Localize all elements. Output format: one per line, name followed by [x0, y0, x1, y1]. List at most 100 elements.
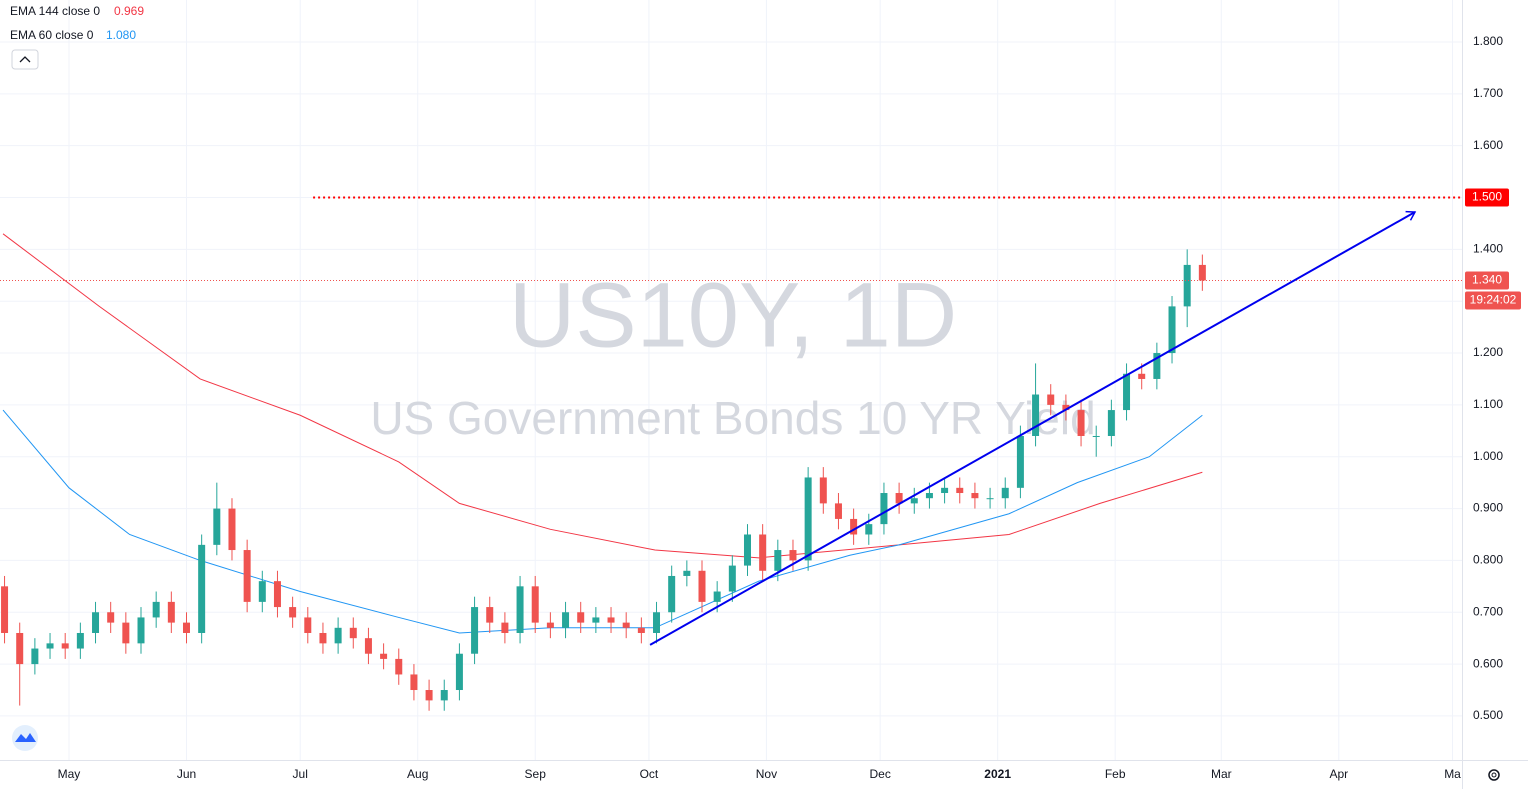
x-tick-label: Oct [640, 767, 659, 781]
gear-center [1491, 772, 1497, 778]
price-label: 1.340 [1472, 273, 1502, 287]
y-tick-label: 0.800 [1473, 553, 1503, 567]
candle-body [364, 638, 372, 654]
x-tick-label: Jun [177, 767, 196, 781]
candle-body [925, 493, 933, 499]
candle-body [713, 591, 721, 602]
candle-body [743, 534, 751, 566]
candle-body [941, 487, 949, 494]
candle-body [31, 648, 39, 665]
candle-body [1001, 487, 1009, 499]
collapse-icon [19, 56, 31, 63]
candle-body [683, 570, 691, 576]
y-tick-label: 0.900 [1473, 501, 1503, 515]
candle-body [1198, 264, 1206, 281]
candle-body [122, 622, 130, 644]
legend: EMA 144 close 0 0.969 EMA 60 close 0 1.080 [10, 4, 144, 42]
candle-body [349, 627, 357, 639]
candle-body [895, 493, 903, 504]
collapse-button[interactable] [11, 49, 39, 70]
candle-body [850, 518, 858, 535]
plot [0, 196, 1462, 711]
candle-body [319, 632, 327, 644]
trend-line [649, 210, 1417, 646]
candle-body [334, 627, 342, 644]
y-tick-label: 0.700 [1473, 604, 1503, 618]
candle-body [395, 658, 403, 675]
candle-body [410, 674, 418, 691]
candle-body [592, 617, 600, 623]
candle-body [1107, 410, 1115, 436]
candle-body [425, 690, 433, 701]
price-label-box [1465, 271, 1509, 290]
candle-body [152, 601, 160, 618]
candle-body [501, 622, 509, 633]
settings-button[interactable] [1488, 769, 1500, 781]
legend-value: 1.080 [106, 28, 136, 42]
y-tick-label: 1.400 [1473, 242, 1503, 256]
candle-body [698, 570, 706, 602]
candle-body [1123, 373, 1131, 411]
grid [0, 0, 1462, 760]
logo-icon [15, 733, 36, 742]
candle-body [455, 653, 463, 691]
gear-icon [1488, 769, 1500, 781]
candle-body [607, 617, 615, 623]
candle-body [531, 586, 539, 623]
candle-body [61, 643, 69, 649]
candle-body [804, 477, 812, 561]
candle-body [380, 653, 388, 659]
candle-body [1, 586, 9, 633]
candle-body [1047, 394, 1055, 405]
candle-body [1138, 373, 1146, 379]
y-tick-label: 1.600 [1473, 138, 1503, 152]
candle-body [546, 622, 554, 628]
candle-body [971, 493, 979, 499]
candle-body [577, 612, 585, 623]
x-tick-label: Apr [1329, 767, 1348, 781]
countdown-label: 19:24:02 [1470, 293, 1517, 307]
candle-body [46, 643, 54, 649]
candle-body [956, 487, 964, 494]
ema-line [2, 233, 1203, 559]
price-label-box [1465, 188, 1509, 207]
y-tick-label: 0.600 [1473, 656, 1503, 670]
candle-body [76, 632, 84, 649]
candle-body [986, 498, 994, 500]
candle-body [789, 550, 797, 561]
candle-body [213, 508, 221, 545]
candle-body [304, 617, 312, 633]
x-tick-label: Feb [1105, 767, 1126, 781]
candle-body [1183, 264, 1191, 307]
candle-body [258, 581, 266, 602]
candle-body [819, 477, 827, 504]
candle-body [1153, 353, 1161, 379]
x-tick-label: Sep [525, 767, 547, 781]
candle-body [440, 690, 448, 701]
candle-body [198, 544, 206, 633]
x-tick-label: Jul [293, 767, 308, 781]
x-tick-label: Nov [756, 767, 777, 781]
y-tick-label: 1.100 [1473, 397, 1503, 411]
candle-body [728, 565, 736, 592]
candle-body [243, 550, 251, 602]
candle-body [653, 612, 661, 633]
legend-label: EMA 144 close 0 [10, 4, 100, 18]
candle-body [486, 607, 494, 623]
candle-body [516, 586, 524, 633]
x-tick-label: Mar [1211, 767, 1232, 781]
legend-value: 0.969 [114, 4, 144, 18]
candle-body [137, 617, 145, 644]
candle-body [637, 627, 645, 633]
watermark-subtitle: US Government Bonds 10 YR Yield [370, 392, 1095, 444]
candle-body [471, 607, 479, 654]
candle-body [865, 524, 873, 535]
candle-body [774, 550, 782, 571]
candle-body [1062, 404, 1070, 411]
candle-body [880, 493, 888, 525]
candle-body [1092, 435, 1100, 437]
candle-body [16, 632, 24, 665]
x-tick-label: Ma [1444, 767, 1461, 781]
candle-body [1032, 394, 1040, 436]
